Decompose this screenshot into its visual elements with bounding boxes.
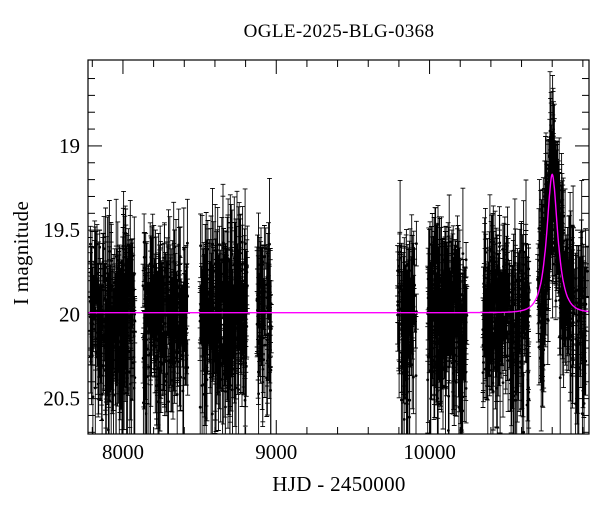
y-tick-label: 20.5: [43, 387, 80, 411]
tick-labels: 8000 9000 10000 19 19.5 20 20.5: [43, 134, 456, 464]
season-points: [198, 240, 249, 420]
season-points: [481, 241, 531, 434]
x-axis-label: HJD - 2450000: [272, 472, 406, 496]
axis-ticks: [88, 60, 589, 434]
model-curve: [88, 173, 589, 314]
x-tick-label: 10000: [403, 440, 456, 464]
chart-title: OGLE-2025-BLG-0368: [243, 21, 435, 42]
y-tick-label: 19: [59, 134, 80, 158]
y-tick-label: 20: [59, 302, 80, 326]
x-tick-label: 9000: [255, 440, 297, 464]
season-points: [141, 240, 190, 429]
season-points: [88, 242, 137, 432]
data-points: [88, 119, 589, 434]
y-tick-label: 19.5: [43, 218, 80, 242]
season-points: [255, 242, 273, 396]
x-tick-label: 8000: [102, 440, 144, 464]
error-bars: [88, 71, 589, 434]
